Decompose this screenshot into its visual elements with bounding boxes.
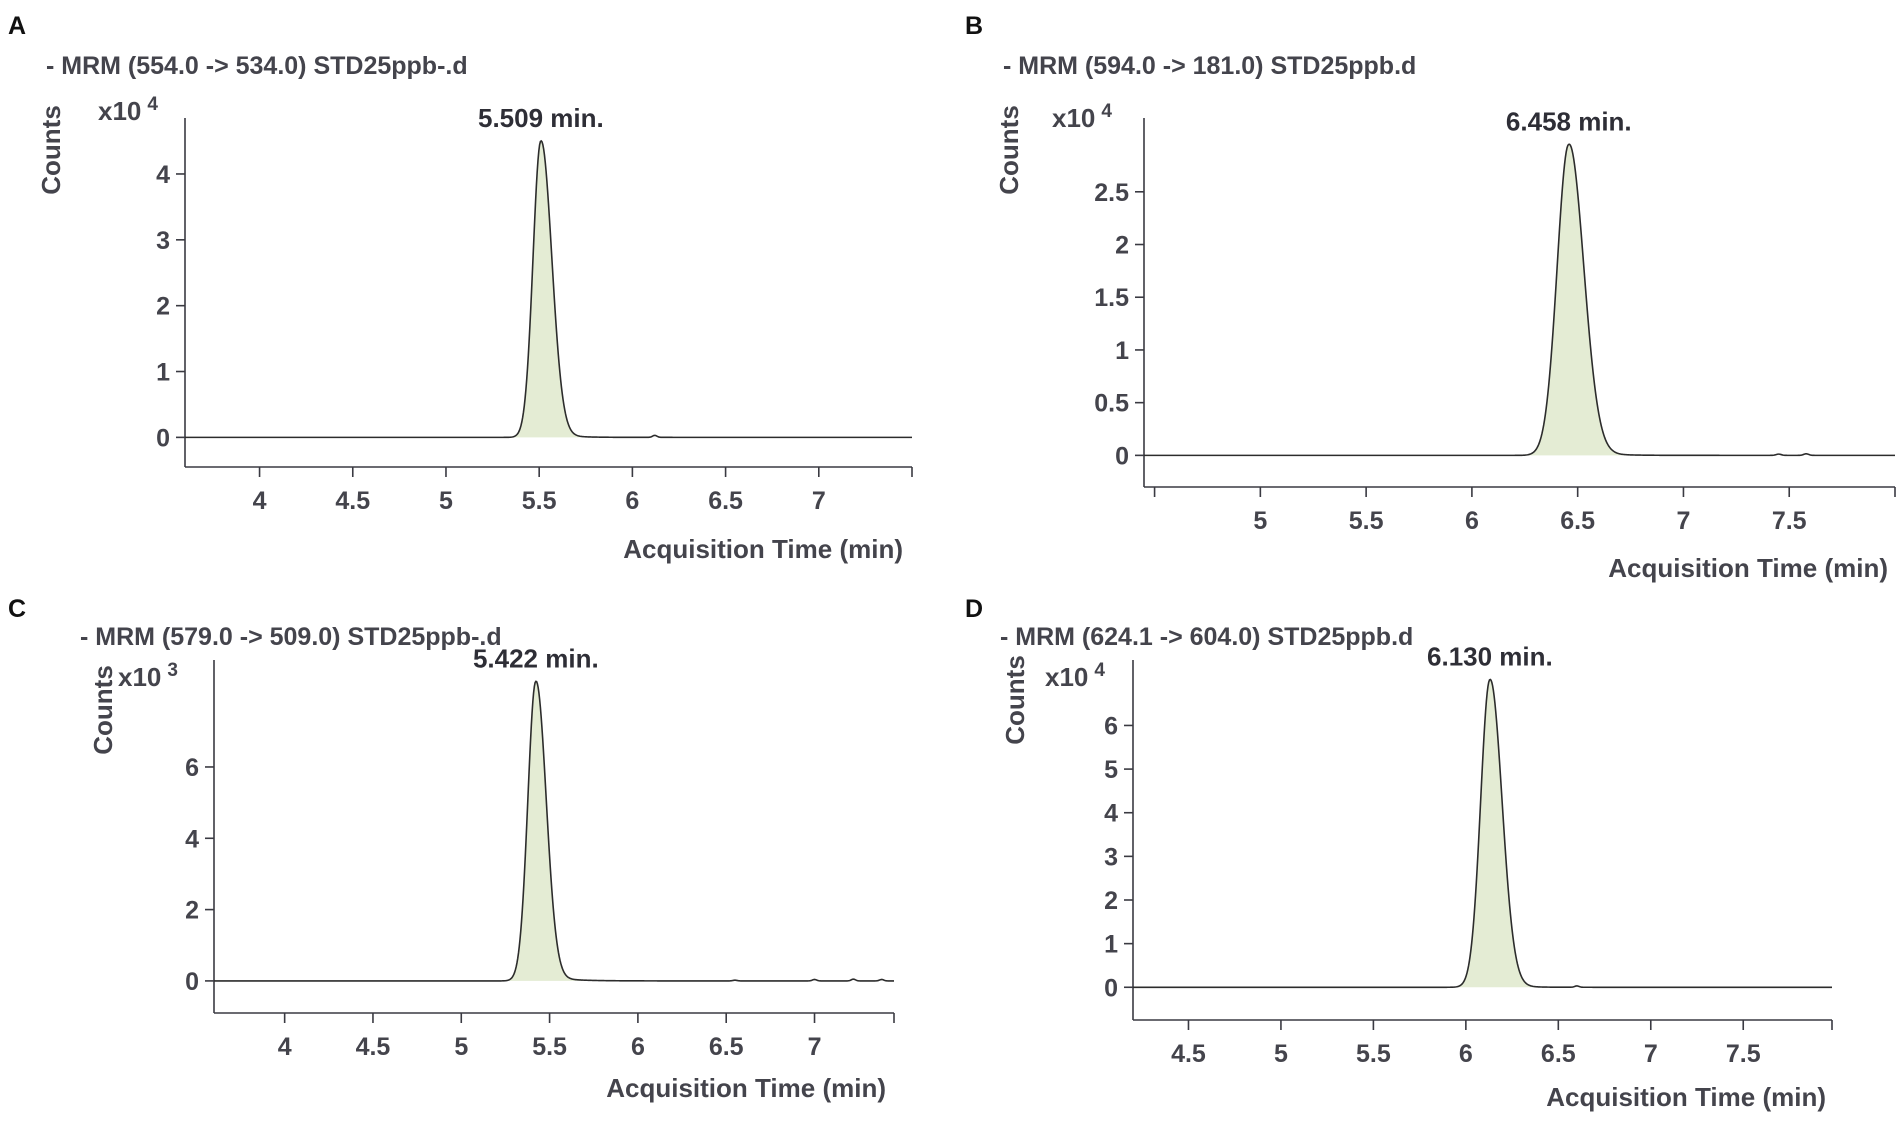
- y-exponent-base: x10: [1045, 662, 1088, 692]
- x-tick-label: 5.5: [1349, 507, 1384, 535]
- y-tick-label: 6: [185, 754, 199, 782]
- chromatogram-trace: [1133, 678, 1832, 989]
- x-tick-label: 4.5: [1171, 1040, 1206, 1068]
- y-exponent-power: 3: [167, 660, 178, 681]
- y-tick-label: 0: [1115, 442, 1129, 470]
- peak-area-fill: [1516, 144, 1651, 456]
- y-exponent-label: x10 4: [1045, 660, 1105, 692]
- x-tick-label: 6: [1465, 507, 1479, 535]
- y-axis-title: Counts: [1000, 655, 1030, 745]
- y-exponent-base: x10: [1052, 103, 1095, 133]
- x-tick-label: 7.5: [1726, 1040, 1761, 1068]
- y-tick-label: 0: [185, 968, 199, 996]
- x-tick-label: 6.5: [708, 487, 743, 515]
- peak-area-fill: [1448, 679, 1557, 988]
- y-axis-title: Counts: [88, 665, 118, 755]
- y-tick-label: 2: [1104, 887, 1118, 915]
- y-tick-label: 0: [1104, 974, 1118, 1002]
- x-tick-label: 5.5: [1356, 1040, 1391, 1068]
- panel-label: A: [8, 12, 26, 40]
- y-tick-label: 3: [156, 227, 170, 255]
- panel-label: C: [8, 595, 26, 623]
- y-exponent-label: x10 3: [118, 660, 178, 692]
- chart-panel-a: A - MRM (554.0 -> 534.0) STD25ppb-.d Count…: [8, 12, 913, 564]
- x-axis-title: Acquisition Time (min): [606, 1073, 886, 1103]
- y-tick-label: 6: [1104, 712, 1118, 740]
- chromatogram-trace: [185, 139, 912, 439]
- x-tick-label: 6.5: [1560, 507, 1595, 535]
- peak-label: 5.422 min.: [473, 643, 599, 673]
- x-axis-title: Acquisition Time (min): [1546, 1082, 1826, 1112]
- x-tick-label: 4.5: [335, 487, 370, 515]
- peak-label: 6.130 min.: [1427, 642, 1553, 672]
- x-tick-label: 4: [253, 487, 267, 515]
- y-axis-title: Counts: [994, 105, 1024, 195]
- x-tick-label: 7: [812, 487, 826, 515]
- y-tick-label: 0: [156, 424, 170, 452]
- x-tick-label: 5: [454, 1033, 468, 1061]
- x-tick-label: 5: [1253, 507, 1267, 535]
- x-tick-label: 6.5: [709, 1033, 744, 1061]
- y-axis-title: Counts: [36, 105, 66, 195]
- chart-title: - MRM (579.0 -> 509.0) STD25ppb-.d: [80, 623, 502, 651]
- x-tick-label: 5.5: [522, 487, 557, 515]
- y-exponent-label: x10 4: [1052, 101, 1112, 133]
- y-tick-label: 2: [1115, 232, 1129, 260]
- x-tick-label: 7: [1676, 507, 1690, 535]
- x-tick-label: 7: [808, 1033, 822, 1061]
- x-tick-label: 6: [625, 487, 639, 515]
- x-tick-label: 7.5: [1772, 507, 1807, 535]
- x-tick-label: 4.5: [356, 1033, 391, 1061]
- panel-label: B: [965, 12, 983, 40]
- y-tick-label: 3: [1104, 843, 1118, 871]
- y-exponent-base: x10: [118, 662, 161, 692]
- chromatogram-trace: [1144, 143, 1895, 457]
- chart-panel-c: C - MRM (579.0 -> 509.0) STD25ppb-.d Count…: [8, 595, 895, 1103]
- peak-label: 6.458 min.: [1506, 106, 1632, 136]
- y-tick-label: 1: [1115, 337, 1129, 365]
- peak-area-fill: [500, 681, 593, 981]
- chart-panel-d: D - MRM (624.1 -> 604.0) STD25ppb.d Counts…: [965, 595, 1833, 1112]
- x-tick-label: 4: [278, 1033, 292, 1061]
- x-tick-label: 5: [439, 487, 453, 515]
- x-tick-label: 6: [631, 1033, 645, 1061]
- y-tick-label: 1.5: [1094, 284, 1129, 312]
- x-tick-label: 7: [1644, 1040, 1658, 1068]
- y-tick-label: 4: [1104, 800, 1118, 828]
- y-tick-label: 5: [1104, 756, 1118, 784]
- chart-title: - MRM (624.1 -> 604.0) STD25ppb.d: [1000, 623, 1413, 651]
- y-tick-label: 2: [156, 293, 170, 321]
- y-exponent-label: x10 4: [98, 94, 158, 126]
- panel-label: D: [965, 595, 983, 623]
- x-axis-title: Acquisition Time (min): [623, 534, 903, 564]
- y-exponent-base: x10: [98, 96, 141, 126]
- chart-title: - MRM (554.0 -> 534.0) STD25ppb-.d: [46, 52, 468, 80]
- peak-label: 5.509 min.: [478, 103, 604, 133]
- x-tick-label: 6.5: [1541, 1040, 1576, 1068]
- x-tick-label: 5.5: [532, 1033, 567, 1061]
- chart-panel-b: B - MRM (594.0 -> 181.0) STD25ppb.d Counts…: [965, 12, 1896, 583]
- x-axis-title: Acquisition Time (min): [1608, 553, 1888, 583]
- x-tick-label: 5: [1274, 1040, 1288, 1068]
- y-tick-label: 4: [185, 825, 199, 853]
- y-exponent-power: 4: [1094, 660, 1105, 681]
- x-tick-label: 6: [1459, 1040, 1473, 1068]
- chart-title: - MRM (594.0 -> 181.0) STD25ppb.d: [1003, 52, 1416, 80]
- y-tick-label: 2.5: [1094, 179, 1129, 207]
- chromatogram-trace: [214, 680, 894, 982]
- y-tick-label: 0.5: [1094, 390, 1129, 418]
- y-exponent-power: 4: [1101, 101, 1112, 122]
- y-tick-label: 4: [156, 161, 170, 189]
- y-exponent-power: 4: [147, 94, 158, 115]
- y-tick-label: 1: [156, 359, 170, 387]
- y-tick-label: 1: [1104, 931, 1118, 959]
- y-tick-label: 2: [185, 897, 199, 925]
